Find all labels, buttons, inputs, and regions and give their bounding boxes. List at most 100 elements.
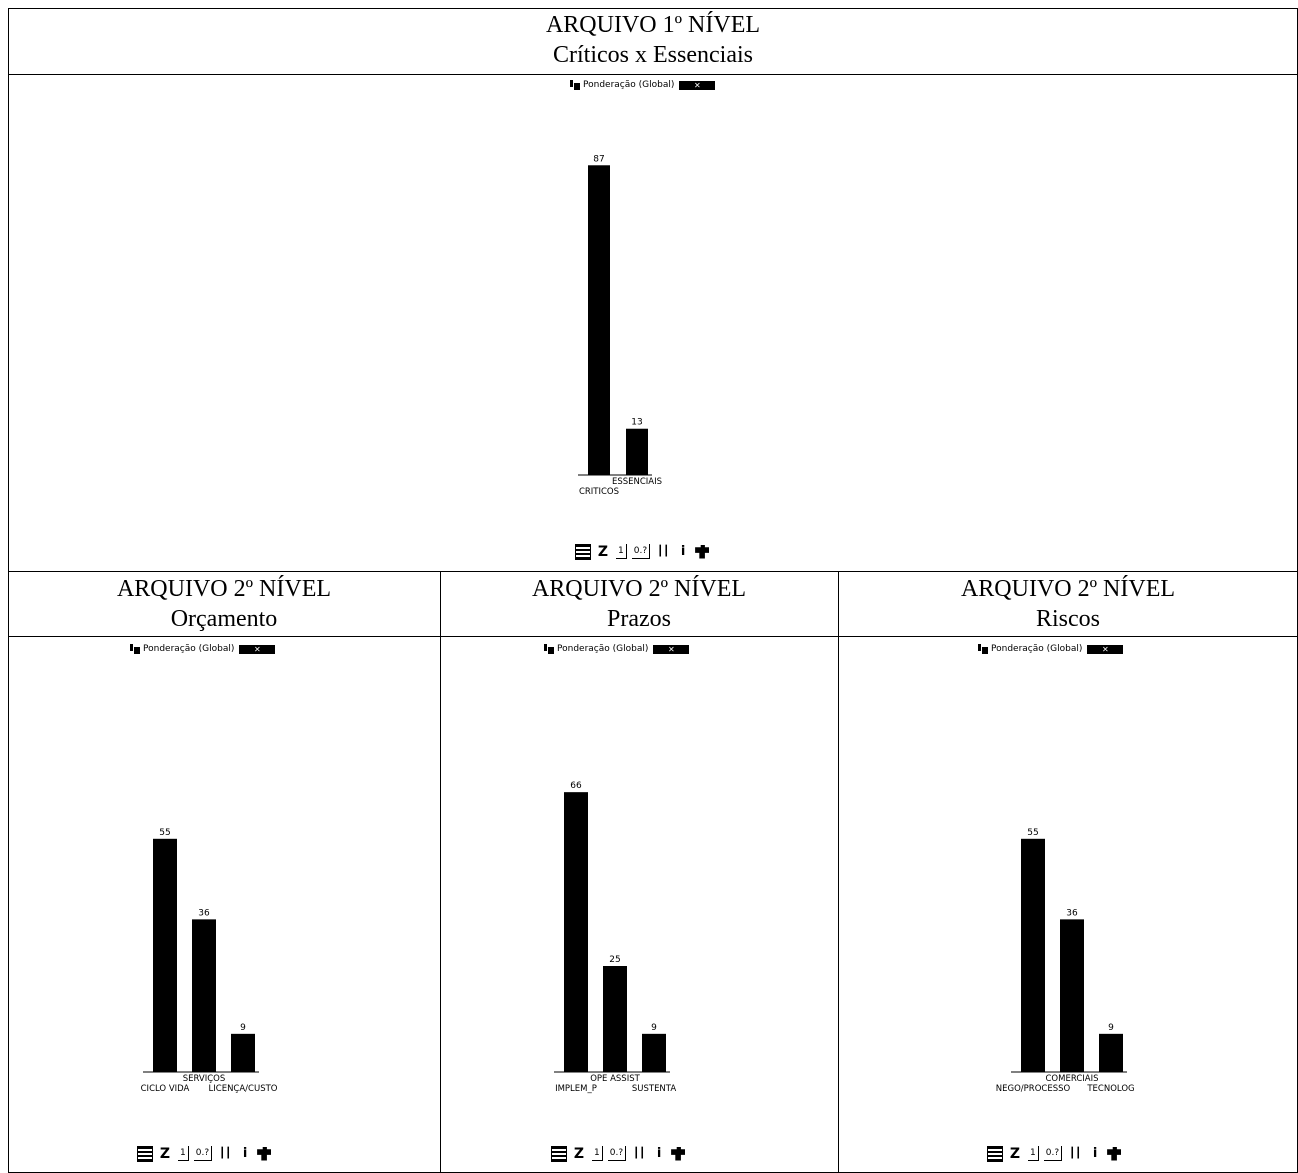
category-label: SUSTENTA: [632, 1084, 676, 1094]
bar-chart-icon[interactable]: ┃┃: [633, 1147, 646, 1159]
data-label: 9: [651, 1023, 657, 1033]
bar-chart-icon[interactable]: ┃┃: [657, 545, 670, 557]
data-label: 55: [1027, 828, 1038, 838]
info-icon[interactable]: i: [1092, 1145, 1098, 1161]
chart-toolbar: Z 1 0.? ┃┃ i: [987, 1145, 1122, 1162]
bar-NEGO/PROCESSO: [1021, 838, 1045, 1072]
data-label: 36: [198, 908, 210, 918]
bar-SERVIÇOS: [192, 919, 216, 1072]
puzzle-icon[interactable]: [257, 1146, 272, 1161]
window-label: Ponderação (Global): [557, 644, 649, 654]
decimal-button[interactable]: 0.?: [193, 1146, 213, 1161]
top-title: ARQUIVO 1º NÍVEL Críticos x Essenciais: [8, 10, 1298, 70]
category-label: NEGO/PROCESSO: [996, 1084, 1071, 1094]
panel-title-line1: ARQUIVO 2º NÍVEL: [531, 576, 747, 602]
decimal-button[interactable]: 0.?: [631, 544, 651, 559]
panel-title-prazos: ARQUIVO 2º NÍVEL Prazos: [440, 574, 838, 634]
sort-icon[interactable]: Z: [573, 1145, 585, 1162]
category-label: COMERCIAIS: [1046, 1074, 1099, 1084]
data-label: 9: [1108, 1023, 1114, 1033]
bar-IMPLEM_P: [564, 792, 588, 1072]
panel-title-line1: ARQUIVO 2º NÍVEL: [116, 576, 332, 602]
bar-chart-icon[interactable]: ┃┃: [219, 1147, 232, 1159]
bar-ESSENCIAIS: [626, 428, 648, 475]
panel-title-line2: Prazos: [607, 606, 671, 632]
bar-TECNOLOG: [1099, 1033, 1123, 1072]
value-button[interactable]: 1: [178, 1146, 189, 1161]
bar-CRITICOS: [588, 165, 610, 475]
divider: [440, 571, 441, 1173]
value-button[interactable]: 1: [616, 544, 627, 559]
window-label: Ponderação (Global): [583, 80, 675, 90]
grid-icon[interactable]: [575, 543, 591, 560]
window-bar: Ponderação (Global) ✕: [978, 644, 1124, 654]
decimal-button[interactable]: 0.?: [1043, 1146, 1063, 1161]
divider: [8, 74, 1298, 75]
bar-COMERCIAIS: [1060, 919, 1084, 1072]
info-icon[interactable]: i: [656, 1145, 662, 1161]
chart-toolbar: Z 1 0.? ┃┃ i: [551, 1145, 686, 1162]
value-button[interactable]: 1: [1028, 1146, 1039, 1161]
data-label: 87: [593, 154, 604, 164]
close-icon[interactable]: ✕: [1087, 644, 1124, 654]
close-icon[interactable]: ✕: [679, 80, 716, 90]
bar-SUSTENTA: [642, 1033, 666, 1072]
chart-toolbar: Z 1 0.? ┃┃ i: [575, 543, 710, 560]
sort-icon[interactable]: Z: [1009, 1145, 1021, 1162]
panel-title-line2: Orçamento: [170, 606, 278, 632]
grid-icon[interactable]: [551, 1145, 567, 1162]
close-icon[interactable]: ✕: [239, 644, 276, 654]
window-bar: Ponderação (Global) ✕: [544, 644, 690, 654]
window-bar: Ponderação (Global) ✕: [130, 644, 276, 654]
chart-window-icon: [570, 80, 580, 90]
panel-title-orcamento: ARQUIVO 2º NÍVEL Orçamento: [8, 574, 440, 634]
puzzle-icon[interactable]: [695, 544, 710, 559]
category-label: CICLO VIDA: [141, 1084, 190, 1094]
bar-chart-icon[interactable]: ┃┃: [1069, 1147, 1082, 1159]
chart-window-icon: [544, 644, 554, 654]
close-icon[interactable]: ✕: [653, 644, 690, 654]
grid-icon[interactable]: [987, 1145, 1003, 1162]
chart-window-icon: [978, 644, 988, 654]
top-title-line1: ARQUIVO 1º NÍVEL: [545, 12, 761, 38]
panel-title-riscos: ARQUIVO 2º NÍVEL Riscos: [838, 574, 1298, 634]
decimal-button[interactable]: 0.?: [607, 1146, 627, 1161]
category-label: OPE ASSIST: [590, 1074, 640, 1084]
panel-title-line2: Riscos: [1035, 606, 1100, 632]
panel-title-line1: ARQUIVO 2º NÍVEL: [960, 576, 1176, 602]
grid-icon[interactable]: [137, 1145, 153, 1162]
bar-OPE ASSIST: [603, 966, 627, 1072]
puzzle-icon[interactable]: [671, 1146, 686, 1161]
divider: [8, 571, 1298, 572]
chart-toolbar: Z 1 0.? ┃┃ i: [137, 1145, 272, 1162]
data-label: 25: [609, 955, 620, 965]
top-title-line2: Críticos x Essenciais: [553, 42, 753, 68]
data-label: 36: [1066, 908, 1078, 918]
category-label: CRITICOS: [579, 487, 619, 497]
category-label: IMPLEM_P: [555, 1084, 597, 1094]
info-icon[interactable]: i: [242, 1145, 248, 1161]
data-label: 66: [570, 781, 582, 791]
data-label: 13: [631, 418, 642, 428]
divider: [8, 636, 1298, 637]
category-label: SERVIÇOS: [183, 1074, 226, 1084]
puzzle-icon[interactable]: [1107, 1146, 1122, 1161]
sort-icon[interactable]: Z: [597, 543, 609, 560]
value-button[interactable]: 1: [592, 1146, 603, 1161]
divider: [838, 571, 839, 1173]
category-label: LICENÇA/CUSTO: [209, 1084, 278, 1094]
window-label: Ponderação (Global): [143, 644, 235, 654]
data-label: 55: [159, 828, 170, 838]
data-label: 9: [240, 1023, 246, 1033]
window-bar: Ponderação (Global) ✕: [570, 80, 716, 90]
category-label: ESSENCIAIS: [612, 477, 662, 487]
category-label: TECNOLOG: [1086, 1084, 1134, 1094]
info-icon[interactable]: i: [680, 543, 686, 559]
window-label: Ponderação (Global): [991, 644, 1083, 654]
sort-icon[interactable]: Z: [159, 1145, 171, 1162]
chart-window-icon: [130, 644, 140, 654]
